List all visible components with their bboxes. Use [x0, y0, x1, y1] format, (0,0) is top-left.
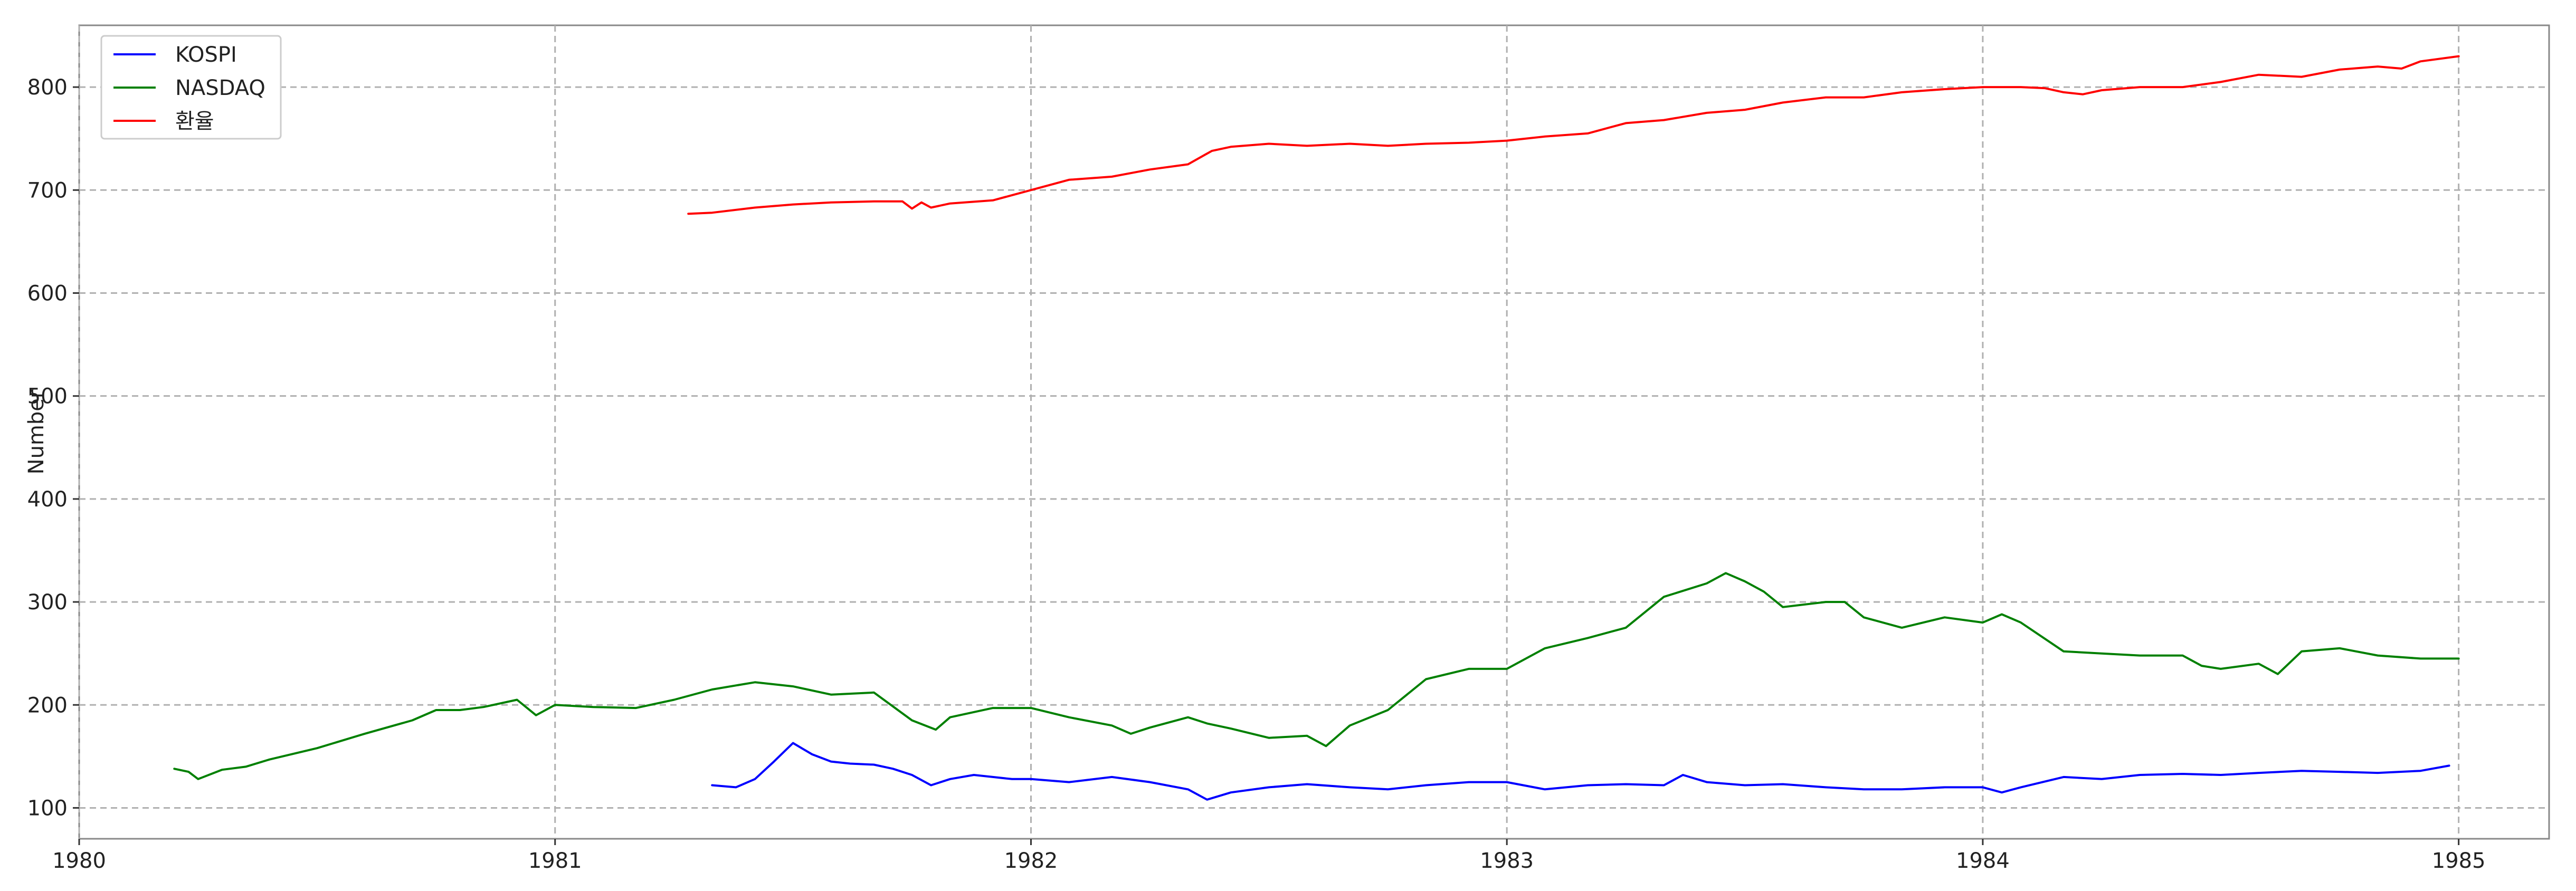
x-axis: 1980 1981 1982 1983 1984 1985 — [52, 839, 2486, 873]
y-axis: 100 200 300 400 500 600 700 800 — [27, 75, 79, 820]
legend-label-0: KOSPI — [175, 43, 237, 67]
series-line-1 — [173, 572, 2460, 780]
y-tick-label-400: 400 — [27, 487, 68, 512]
x-tick-label-1985: 1985 — [2432, 849, 2486, 873]
y-tick-label-700: 700 — [27, 178, 68, 203]
y-tick-label-600: 600 — [27, 281, 68, 305]
series-line-0 — [711, 742, 2450, 801]
x-tick-label-1983: 1983 — [1480, 849, 1534, 873]
series-lines — [173, 55, 2460, 801]
legend-box — [100, 35, 282, 140]
legend-label-2: 환율 — [175, 109, 214, 133]
y-tick-label-800: 800 — [27, 75, 68, 100]
x-tick-label-1981: 1981 — [528, 849, 582, 873]
x-tick-label-1980: 1980 — [52, 849, 106, 873]
plot-area — [78, 24, 2550, 840]
y-tick-label-500: 500 — [27, 385, 68, 409]
legend: KOSPI NASDAQ 환율 — [100, 35, 282, 140]
y-tick-label-200: 200 — [27, 693, 68, 717]
y-axis-title: Number — [24, 389, 49, 474]
legend-items: KOSPI NASDAQ 환율 — [113, 43, 265, 133]
y-tick-label-100: 100 — [27, 796, 68, 820]
y-tick-label-300: 300 — [27, 590, 68, 615]
series-line-2 — [687, 55, 2460, 215]
x-tick-label-1984: 1984 — [1956, 849, 2010, 873]
x-tick-label-1982: 1982 — [1004, 849, 1058, 873]
legend-label-1: NASDAQ — [175, 76, 265, 100]
